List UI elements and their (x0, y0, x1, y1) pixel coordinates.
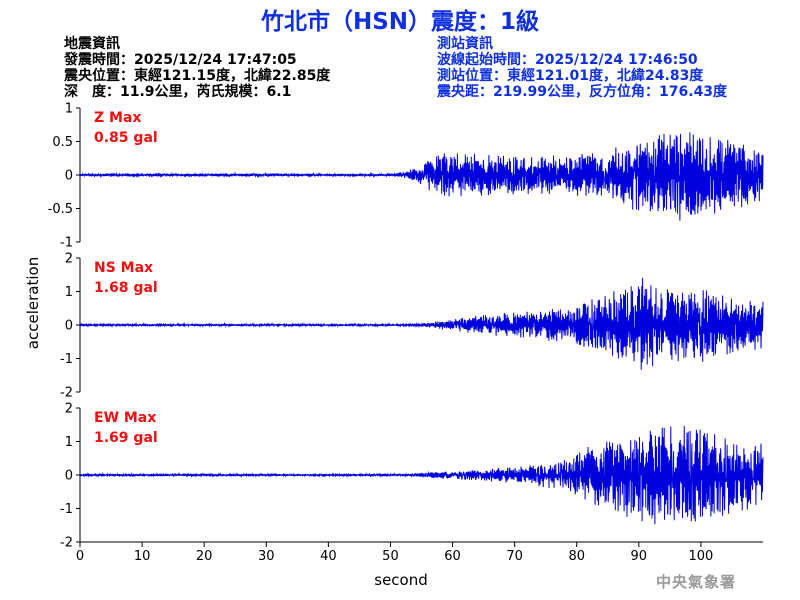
x-tick-label: 80 (568, 549, 585, 564)
x-tick-label: 30 (258, 549, 275, 564)
max-title-ns: NS Max (94, 260, 153, 276)
depth-magnitude: 深 度：11.9公里，芮氏規模：6.1 (64, 84, 292, 100)
trace-z (79, 132, 764, 221)
x-tick-label: 70 (506, 549, 523, 564)
max-value-ew: 1.69 gal (94, 430, 158, 446)
x-tick-label: 20 (196, 549, 213, 564)
station-info-heading: 測站資訊 (437, 36, 493, 52)
station-info: 測站資訊 波線起始時間：2025/12/24 17:46:50 測站位置：東經1… (437, 36, 727, 100)
y-axis-label: acceleration (24, 256, 42, 350)
y-tick-label: 2 (65, 252, 73, 267)
x-tick-label: 10 (134, 549, 151, 564)
trace-ns (79, 277, 764, 370)
wave-start-time: 波線起始時間：2025/12/24 17:46:50 (437, 52, 698, 68)
max-value-z: 0.85 gal (94, 130, 158, 146)
earthquake-info: 地震資訊 發震時間：2025/12/24 17:47:05 震央位置：東經121… (64, 36, 330, 100)
y-tick-label: 0 (65, 169, 73, 184)
y-tick-label: 0 (65, 319, 73, 334)
x-tick-label: 0 (76, 549, 84, 564)
distance-azimuth: 震央距：219.99公里，反方位角：176.43度 (437, 84, 728, 100)
y-tick-label: -2 (60, 386, 73, 401)
y-tick-label: 1 (65, 435, 73, 450)
max-value-ns: 1.68 gal (94, 280, 158, 296)
max-title-ew: EW Max (94, 410, 156, 426)
y-tick-label: 1 (65, 285, 73, 300)
x-axis-label: second (374, 571, 428, 589)
x-tick-label: 60 (444, 549, 461, 564)
y-tick-label: -2 (60, 536, 73, 551)
agency-watermark: 中央氣象署 (656, 573, 737, 591)
origin-time: 發震時間：2025/12/24 17:47:05 (64, 52, 297, 68)
page-title: 竹北市（HSN）震度：1級 (260, 9, 540, 35)
y-tick-label: 0 (65, 469, 73, 484)
x-tick-label: 100 (688, 549, 713, 564)
y-tick-label: -1 (60, 236, 73, 251)
y-tick-label: 2 (65, 402, 73, 417)
max-title-z: Z Max (94, 110, 141, 126)
x-tick-label: 40 (320, 549, 337, 564)
x-tick-label: 50 (382, 549, 399, 564)
y-tick-label: -0.5 (48, 202, 73, 217)
x-tick-label: 90 (631, 549, 648, 564)
earthquake-info-heading: 地震資訊 (64, 36, 120, 52)
y-tick-label: 0.5 (52, 135, 73, 150)
station-location: 測站位置：東經121.01度，北緯24.83度 (437, 68, 704, 84)
epicenter-location: 震央位置：東經121.15度，北緯22.85度 (64, 68, 331, 84)
y-tick-label: 1 (65, 102, 73, 117)
y-tick-label: -1 (60, 352, 73, 367)
y-tick-label: -1 (60, 502, 73, 517)
trace-ew (79, 425, 764, 525)
